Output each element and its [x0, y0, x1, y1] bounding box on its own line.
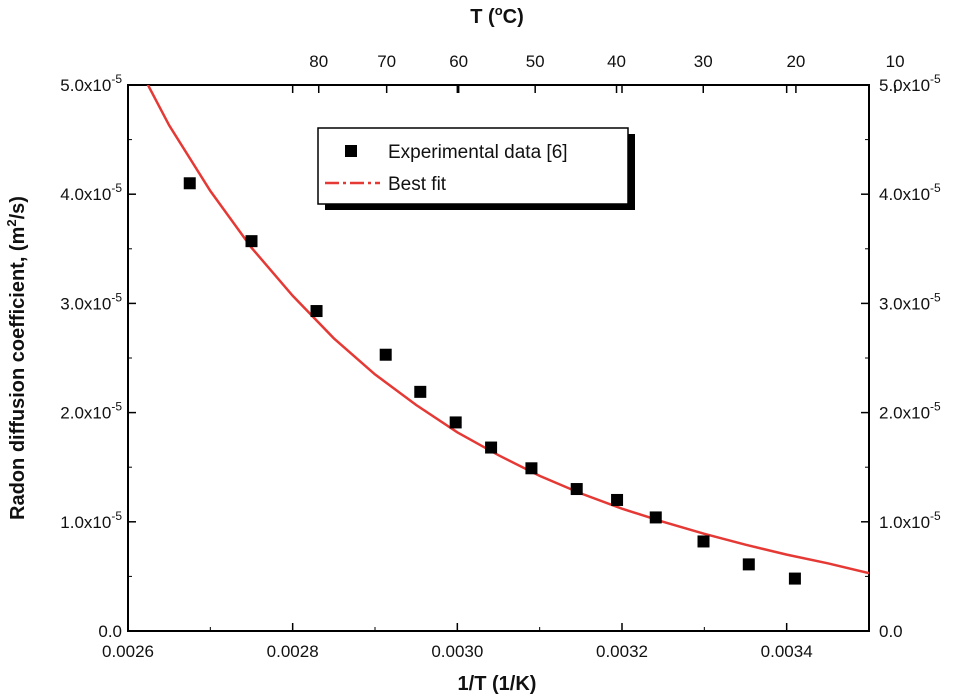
- top-tick-label: 40: [607, 52, 626, 71]
- experimental-point: [245, 235, 258, 248]
- y-tick-exponent: -5: [930, 400, 941, 414]
- y-tick-label-right: 4.0x10-5: [879, 181, 941, 204]
- y-tick-label-right: 5.0x10-5: [879, 72, 941, 95]
- y-tick-exponent: -5: [930, 509, 941, 523]
- y-tick-label-left: 3.0x10-5: [60, 290, 122, 313]
- y-tick-mantissa: 5.0x10: [60, 76, 111, 95]
- y-tick-mantissa: 3.0x10: [60, 294, 111, 313]
- x-tick-label: 0.0034: [761, 642, 813, 661]
- legend: Experimental data [6] Best fit: [317, 127, 635, 210]
- experimental-point: [485, 441, 498, 454]
- experimental-point: [788, 572, 801, 585]
- y-axis-title: Radon diffusion coefficient, (m2/s): [4, 196, 29, 520]
- x-axis-title: 1/T (1/K): [458, 673, 537, 695]
- degree-mark: o: [495, 3, 503, 18]
- y-axis-title-unit: /s): [7, 196, 29, 219]
- best-fit-line: [146, 85, 869, 575]
- top-tick-label: 30: [694, 52, 713, 71]
- legend-marker-icon: [345, 145, 357, 157]
- y-tick-label-left: 0.0: [98, 622, 122, 641]
- experimental-point: [414, 385, 427, 398]
- y-tick-label-right: 0.0: [879, 622, 903, 641]
- y-tick-label-right: 3.0x10-5: [879, 290, 941, 313]
- y-tick-mantissa: 5.0x10: [879, 76, 930, 95]
- y-axis-title-main: Radon diffusion coefficient, (m: [7, 227, 29, 520]
- legend-box: [317, 127, 629, 205]
- x-tick-label: 0.0032: [596, 642, 648, 661]
- axis-ticks: [127, 84, 896, 632]
- y-tick-label-left: 2.0x10-5: [60, 400, 122, 423]
- x-tick-label: 0.0028: [267, 642, 319, 661]
- x-tick-label: 0.0026: [102, 642, 154, 661]
- y-tick-mantissa: 4.0x10: [879, 185, 930, 204]
- y-tick-mantissa: 1.0x10: [60, 513, 111, 532]
- y-tick-mantissa: 3.0x10: [879, 294, 930, 313]
- y-tick-label-left: 5.0x10-5: [60, 72, 122, 95]
- y-tick-mantissa: 0.0: [98, 622, 122, 641]
- experimental-point: [183, 177, 196, 190]
- top-axis-title: T (oC): [470, 3, 524, 28]
- x-tick-label: 0.0030: [431, 642, 483, 661]
- experimental-point: [611, 493, 624, 506]
- y-axis-title-sup: 2: [4, 219, 19, 226]
- y-tick-mantissa: 4.0x10: [60, 185, 111, 204]
- y-tick-mantissa: 0.0: [879, 622, 903, 641]
- y-tick-exponent: -5: [930, 72, 941, 86]
- top-tick-label: 20: [786, 52, 805, 71]
- experimental-point: [742, 558, 755, 571]
- legend-fit-label: Best fit: [388, 174, 447, 195]
- top-tick-label: 60: [449, 52, 468, 71]
- top-tick-label: 70: [377, 52, 396, 71]
- experimental-point: [379, 348, 392, 361]
- y-tick-exponent: -5: [930, 181, 941, 195]
- y-tick-label-left: 1.0x10-5: [60, 509, 122, 532]
- experimental-point: [310, 305, 323, 318]
- top-axis-title-prefix: T (: [470, 6, 495, 28]
- best-fit-series: [146, 85, 869, 575]
- y-tick-exponent: -5: [111, 290, 122, 304]
- top-tick-label: 10: [886, 52, 905, 71]
- y-tick-mantissa: 2.0x10: [60, 404, 111, 423]
- experimental-point: [449, 416, 462, 429]
- y-tick-exponent: -5: [111, 400, 122, 414]
- y-tick-exponent: -5: [930, 290, 941, 304]
- y-tick-mantissa: 1.0x10: [879, 513, 930, 532]
- legend-experimental-label: Experimental data [6]: [388, 142, 568, 163]
- y-tick-label-right: 2.0x10-5: [879, 400, 941, 423]
- y-tick-label-left: 4.0x10-5: [60, 181, 122, 204]
- experimental-point: [570, 483, 583, 496]
- y-tick-exponent: -5: [111, 181, 122, 195]
- top-axis-title-suffix: C): [503, 6, 524, 28]
- y-tick-mantissa: 2.0x10: [879, 404, 930, 423]
- top-tick-label: 50: [526, 52, 545, 71]
- experimental-point: [697, 535, 710, 548]
- experimental-series: [183, 177, 801, 585]
- y-tick-label-right: 1.0x10-5: [879, 509, 941, 532]
- y-tick-exponent: -5: [111, 509, 122, 523]
- tick-labels: 0.0026 0.0028 0.0030 0.0032 0.0034 0.0 0.0 1.0x…: [60, 52, 941, 661]
- y-tick-exponent: -5: [111, 72, 122, 86]
- top-tick-label: 80: [309, 52, 328, 71]
- experimental-point: [649, 511, 662, 524]
- experimental-point: [525, 462, 538, 475]
